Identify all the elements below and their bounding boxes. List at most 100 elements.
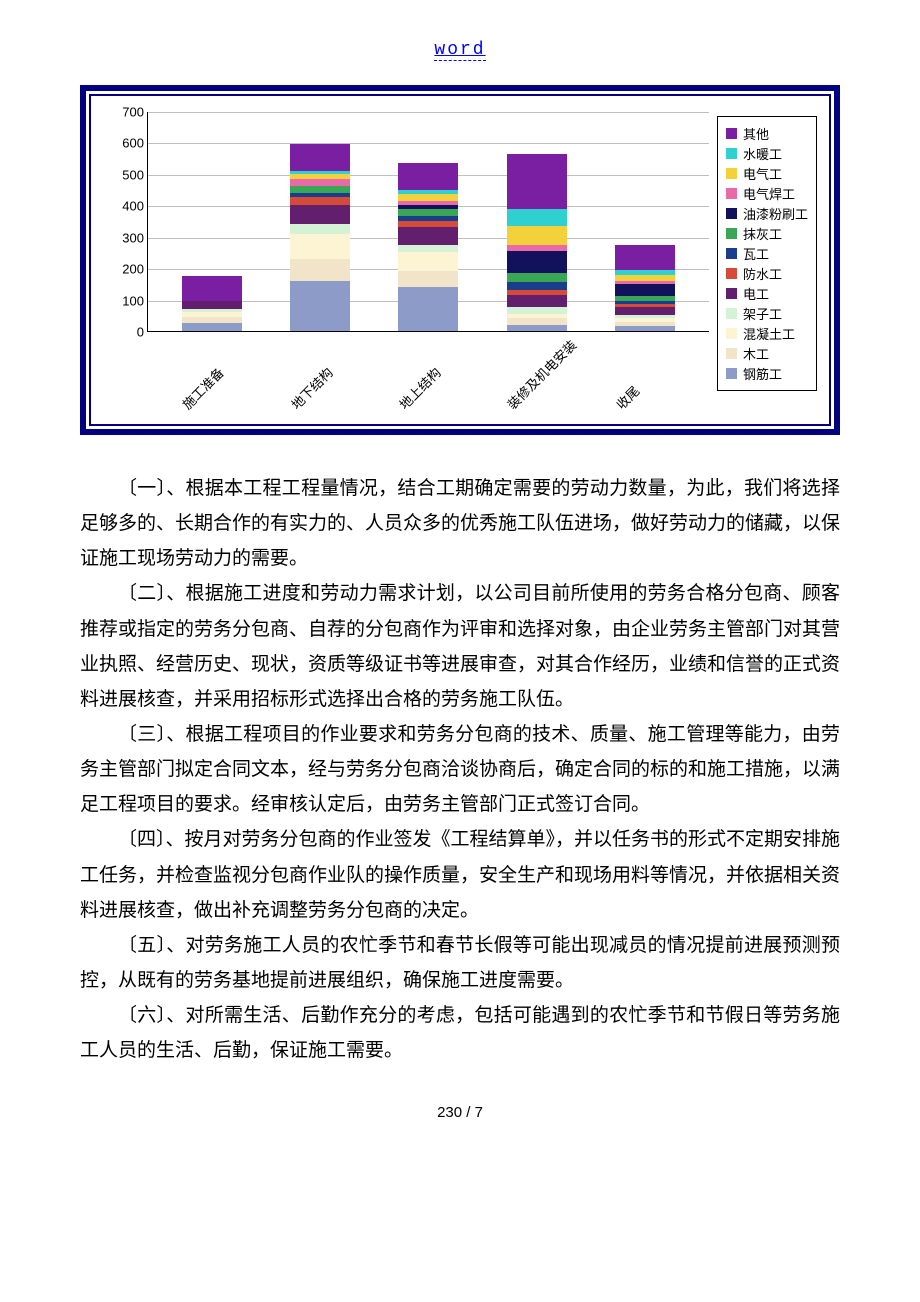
- chart-bar-segment: [398, 245, 458, 253]
- chart-bar-segment: [507, 273, 567, 282]
- legend-label: 其他: [743, 124, 769, 143]
- chart-bar: [398, 163, 458, 331]
- legend-item: 防水工: [726, 264, 808, 283]
- chart-bar-segment: [507, 325, 567, 331]
- chart-bar-segment: [615, 326, 675, 331]
- chart-bar-segment: [290, 144, 350, 171]
- chart-bar-segment: [615, 245, 675, 270]
- legend-label: 钢筋工: [743, 364, 782, 383]
- legend-label: 防水工: [743, 264, 782, 283]
- chart-xlabel: 收尾: [611, 357, 707, 453]
- legend-swatch: [726, 168, 737, 179]
- chart-bar-segment: [507, 282, 567, 290]
- chart-xlabel: 施工准备: [178, 357, 274, 453]
- legend-label: 电气焊工: [743, 184, 795, 203]
- chart-bar: [182, 276, 242, 331]
- chart-frame-outer: 0100200300400500600700 施工准备地下结构地上结构装修及机电…: [80, 85, 840, 435]
- legend-item: 瓦工: [726, 244, 808, 263]
- body-paragraph: 〔六〕、对所需生活、后勤作充分的考虑，包括可能遇到的农忙季节和节假日等劳务施工人…: [80, 998, 840, 1068]
- chart-bar-segment: [182, 276, 242, 301]
- legend-item: 油漆粉刷工: [726, 204, 808, 223]
- legend-item: 水暖工: [726, 144, 808, 163]
- legend-swatch: [726, 208, 737, 219]
- legend-swatch: [726, 148, 737, 159]
- chart-frame-inner: 0100200300400500600700 施工准备地下结构地上结构装修及机电…: [89, 94, 831, 426]
- chart-bar-segment: [507, 226, 567, 245]
- chart-bar-segment: [507, 209, 567, 226]
- header-link[interactable]: word: [434, 40, 485, 61]
- legend-item: 其他: [726, 124, 808, 143]
- chart-bar-segment: [290, 197, 350, 205]
- body-paragraph: 〔二〕、根据施工进度和劳动力需求计划，以公司目前所使用的劳务合格分包商、顾客推荐…: [80, 576, 840, 717]
- legend-swatch: [726, 328, 737, 339]
- legend-label: 瓦工: [743, 244, 769, 263]
- chart-bar-segment: [615, 284, 675, 297]
- legend-swatch: [726, 288, 737, 299]
- legend-item: 电气工: [726, 164, 808, 183]
- legend-item: 电工: [726, 284, 808, 303]
- legend-label: 抹灰工: [743, 224, 782, 243]
- chart-xlabel: 地下结构: [286, 357, 382, 453]
- legend-label: 电气工: [743, 164, 782, 183]
- chart-ytick: 500: [104, 167, 144, 182]
- legend-label: 混凝土工: [743, 324, 795, 343]
- legend-swatch: [726, 128, 737, 139]
- chart-bar-segment: [615, 307, 675, 315]
- legend-label: 水暖工: [743, 144, 782, 163]
- chart-bar: [507, 154, 567, 331]
- chart-bar-segment: [290, 179, 350, 187]
- chart-bar-segment: [398, 271, 458, 287]
- legend-label: 油漆粉刷工: [743, 204, 808, 223]
- chart-legend: 其他水暖工电气工电气焊工油漆粉刷工抹灰工瓦工防水工电工架子工混凝土工木工钢筋工: [717, 116, 817, 391]
- legend-item: 混凝土工: [726, 324, 808, 343]
- chart-x-axis: 施工准备地下结构地上结构装修及机电安装收尾: [147, 332, 709, 412]
- legend-swatch: [726, 268, 737, 279]
- page-footer: 230 / 7: [80, 1104, 840, 1121]
- document-body: 〔一〕、根据本工程工程量情况，结合工期确定需要的劳动力数量，为此，我们将选择足够…: [80, 471, 840, 1068]
- chart-ytick: 300: [104, 230, 144, 245]
- legend-swatch: [726, 228, 737, 239]
- chart-xlabel: 地上结构: [394, 357, 490, 453]
- legend-item: 木工: [726, 344, 808, 363]
- chart-ytick: 100: [104, 293, 144, 308]
- legend-item: 架子工: [726, 304, 808, 323]
- chart-bar: [290, 144, 350, 331]
- chart-bar-segment: [290, 234, 350, 259]
- chart-bar-segment: [507, 251, 567, 273]
- legend-swatch: [726, 308, 737, 319]
- legend-label: 架子工: [743, 304, 782, 323]
- chart-ytick: 200: [104, 262, 144, 277]
- chart-bar-segment: [507, 154, 567, 209]
- legend-swatch: [726, 248, 737, 259]
- chart-bar-segment: [398, 209, 458, 217]
- chart-xlabel: 装修及机电安装: [503, 357, 599, 453]
- chart-bar: [615, 245, 675, 331]
- chart-bar-segment: [290, 281, 350, 331]
- legend-item: 抹灰工: [726, 224, 808, 243]
- legend-item: 电气焊工: [726, 184, 808, 203]
- chart-ytick: 400: [104, 199, 144, 214]
- legend-swatch: [726, 348, 737, 359]
- chart-bar-segment: [398, 287, 458, 331]
- chart-ytick: 700: [104, 105, 144, 120]
- legend-swatch: [726, 188, 737, 199]
- chart-ytick: 600: [104, 136, 144, 151]
- legend-label: 木工: [743, 344, 769, 363]
- chart-bar-segment: [398, 252, 458, 271]
- body-paragraph: 〔四〕、按月对劳务分包商的作业签发《工程结算单》，并以任务书的形式不定期安排施工…: [80, 822, 840, 927]
- chart-bar-segment: [290, 224, 350, 233]
- chart-bar-segment: [507, 295, 567, 308]
- body-paragraph: 〔一〕、根据本工程工程量情况，结合工期确定需要的劳动力数量，为此，我们将选择足够…: [80, 471, 840, 576]
- chart-bar-segment: [290, 205, 350, 224]
- legend-label: 电工: [743, 284, 769, 303]
- chart-plot-area: 0100200300400500600700: [147, 112, 709, 332]
- chart-bar-segment: [290, 259, 350, 281]
- legend-item: 钢筋工: [726, 364, 808, 383]
- chart-ytick: 0: [104, 325, 144, 340]
- legend-swatch: [726, 368, 737, 379]
- chart-bar-segment: [182, 323, 242, 331]
- chart-bar-segment: [182, 301, 242, 309]
- body-paragraph: 〔三〕、根据工程项目的作业要求和劳务分包商的技术、质量、施工管理等能力，由劳务主…: [80, 717, 840, 822]
- chart-bar-segment: [398, 227, 458, 244]
- body-paragraph: 〔五〕、对劳务施工人员的农忙季节和春节长假等可能出现减员的情况提前进展预测预控，…: [80, 928, 840, 998]
